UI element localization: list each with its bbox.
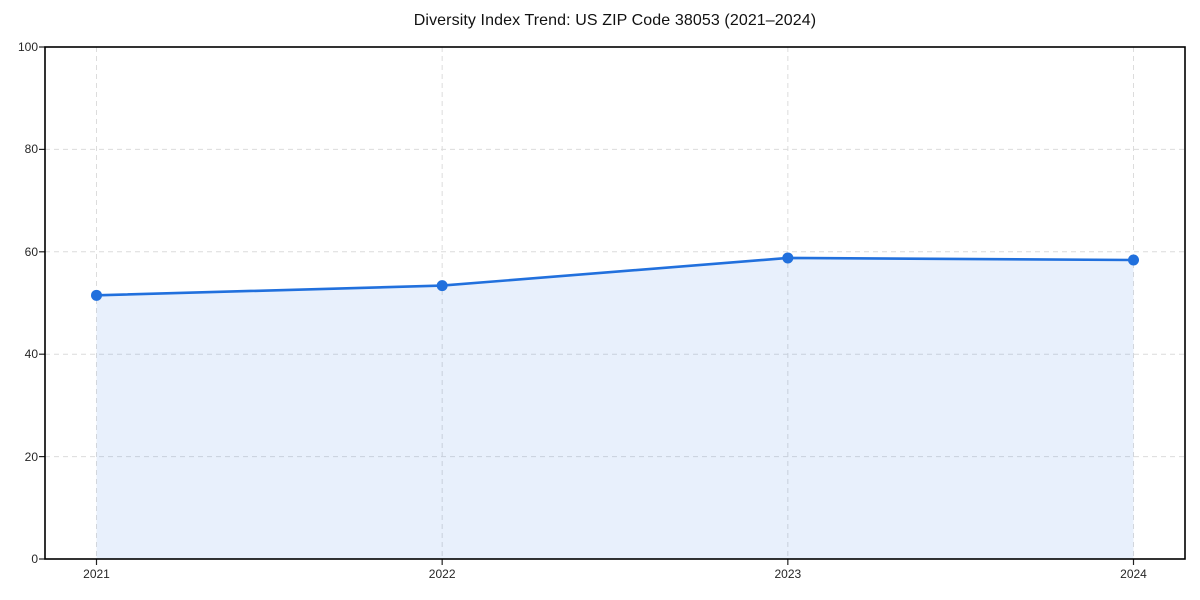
plot-border <box>44 46 1186 560</box>
y-tick-label: 40 <box>24 347 38 362</box>
x-tick-label: 2022 <box>428 567 456 581</box>
data-point-marker <box>91 289 102 301</box>
chart-title: Diversity Index Trend: US ZIP Code 38053… <box>413 12 817 29</box>
data-point-marker <box>782 252 794 264</box>
y-tick-label: 60 <box>24 244 38 259</box>
y-tick-label: 100 <box>17 40 38 54</box>
y-tick-label: 20 <box>24 449 38 464</box>
x-tick-label: 2024 <box>1120 567 1147 581</box>
trend-line <box>95 256 1135 297</box>
y-tick-label: 80 <box>24 142 38 157</box>
plot-canvas <box>39 46 1186 565</box>
y-tick-label: 0 <box>31 552 38 566</box>
area-fill <box>96 257 1134 559</box>
x-tick-label: 2023 <box>774 567 802 581</box>
x-tick-label: 2021 <box>83 567 110 581</box>
data-point-marker <box>436 280 448 292</box>
plot-area <box>39 46 1186 565</box>
data-point-marker <box>1128 254 1139 266</box>
